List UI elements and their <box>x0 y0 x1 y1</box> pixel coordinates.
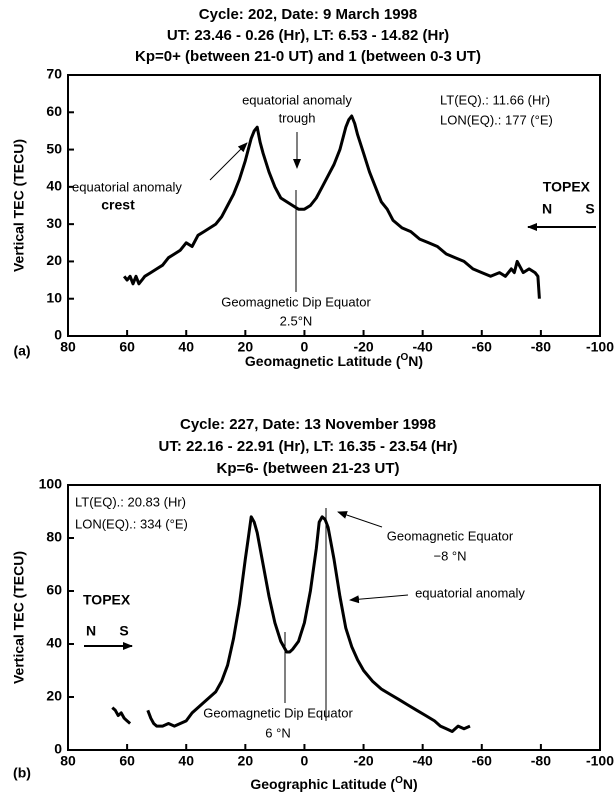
annotation: LON(EQ).: 334 (°E) <box>75 516 188 531</box>
annotation: crest <box>101 197 135 213</box>
annotation: TOPEX <box>83 592 131 608</box>
plot-frame <box>67 484 601 751</box>
y-tick-label: 80 <box>46 529 62 545</box>
x-tick-label: 60 <box>119 753 135 769</box>
y-tick-label: 60 <box>46 103 62 119</box>
x-tick-label: -80 <box>531 339 551 355</box>
plot-frame <box>67 74 601 337</box>
arrow <box>209 142 248 181</box>
y-tick-label: 60 <box>46 582 62 598</box>
x-tick-label: -100 <box>586 339 614 355</box>
x-tick-label: -80 <box>531 753 551 769</box>
x-tick-label: -60 <box>472 339 492 355</box>
y-tick-label: 10 <box>46 289 62 305</box>
x-tick-label: -40 <box>413 753 433 769</box>
x-tick-label: 40 <box>178 339 194 355</box>
panel-label: (b) <box>13 765 31 781</box>
x-tick-label: 80 <box>60 339 76 355</box>
x-tick-label: -100 <box>586 753 614 769</box>
x-axis-label-part: N) <box>408 353 423 369</box>
y-tick-label: 30 <box>46 215 62 231</box>
annotation: LON(EQ).: 177 (°E) <box>440 112 553 127</box>
data-line <box>123 114 541 299</box>
annotation: equatorial anomaly <box>72 179 182 194</box>
x-tick-label: 80 <box>60 753 76 769</box>
x-axis-label: Geomagnetic Latitude (ON) <box>245 352 423 369</box>
chart-title: Kp=0+ (between 21-0 UT) and 1 (between 0… <box>135 48 481 65</box>
y-tick-label: 100 <box>39 476 63 492</box>
annotation: Geomagnetic Dip Equator <box>203 705 353 720</box>
chart-title: UT: 22.16 - 22.91 (Hr), LT: 16.35 - 23.5… <box>158 438 457 455</box>
annotation: N <box>542 201 552 217</box>
x-axis-label-part: Geographic Latitude ( <box>250 776 395 792</box>
chart-title: UT: 23.46 - 0.26 (Hr), LT: 6.53 - 14.82 … <box>167 27 449 44</box>
annotation: 2.5°N <box>280 313 313 328</box>
y-tick-label: 50 <box>46 140 62 156</box>
annotation: trough <box>279 110 316 125</box>
x-tick-label: -40 <box>413 339 433 355</box>
annotation: Geomagnetic Dip Equator <box>221 294 371 309</box>
arrow <box>337 511 383 528</box>
x-tick-label: 20 <box>238 339 254 355</box>
panel-label: (a) <box>13 343 30 359</box>
annotation: TOPEX <box>543 179 591 195</box>
annotation: equatorial anomaly <box>242 92 352 107</box>
annotation: Geomagnetic Equator <box>387 528 514 543</box>
y-tick-label: 70 <box>46 66 62 82</box>
x-tick-label: 0 <box>301 753 309 769</box>
x-tick-label: 40 <box>178 753 194 769</box>
x-axis-label: Geographic Latitude (ON) <box>250 775 417 792</box>
y-tick-label: 40 <box>46 178 62 194</box>
y-axis-label: Vertical TEC (TECU) <box>11 551 27 684</box>
x-tick-label: 20 <box>238 753 254 769</box>
y-tick-label: 20 <box>46 688 62 704</box>
x-axis-label-sup: O <box>401 352 409 363</box>
x-axis-label-sup: O <box>395 775 403 786</box>
y-axis-label: Vertical TEC (TECU) <box>11 139 27 272</box>
arrow <box>349 594 409 604</box>
x-axis-label-part: Geomagnetic Latitude ( <box>245 353 401 369</box>
annotation: LT(EQ).: 11.66 (Hr) <box>440 92 550 107</box>
annotation: N <box>86 623 96 639</box>
x-tick-label: -20 <box>353 339 373 355</box>
annotation: LT(EQ).: 20.83 (Hr) <box>75 494 186 509</box>
annotation: equatorial anomaly <box>415 585 525 600</box>
annotation: 6 °N <box>265 725 290 740</box>
y-tick-label: 20 <box>46 252 62 268</box>
chart-title: Cycle: 227, Date: 13 November 1998 <box>180 416 436 433</box>
chart-title: Kp=6- (between 21-23 UT) <box>217 460 400 477</box>
x-tick-label: -20 <box>353 753 373 769</box>
annotation: S <box>119 623 128 639</box>
annotation: −8 °N <box>433 548 466 563</box>
chart-title: Cycle: 202, Date: 9 March 1998 <box>199 6 417 23</box>
x-tick-label: 0 <box>301 339 309 355</box>
x-tick-label: -60 <box>472 753 492 769</box>
y-tick-label: 40 <box>46 635 62 651</box>
x-tick-label: 60 <box>119 339 135 355</box>
data-line <box>111 515 471 733</box>
y-tick-label: 0 <box>54 327 62 343</box>
y-tick-label: 0 <box>54 741 62 757</box>
annotation: S <box>585 201 594 217</box>
x-axis-label-part: N) <box>403 776 418 792</box>
